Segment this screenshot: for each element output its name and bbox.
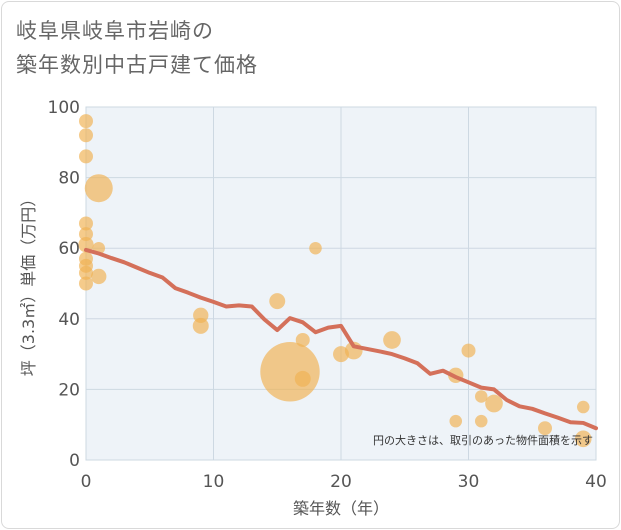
data-bubble — [461, 343, 476, 358]
y-tick-label: 100 — [48, 98, 80, 118]
y-axis-title: 坪（3.3㎡）単価（万円） — [19, 191, 38, 376]
data-bubble — [538, 421, 552, 436]
data-bubble — [576, 400, 590, 414]
data-bubble — [295, 332, 310, 347]
x-tick-label: 30 — [458, 472, 480, 492]
chart-title: 岐阜県岐阜市岩崎の 築年数別中古戸建て価格 — [16, 14, 258, 82]
y-tick-label: 0 — [69, 451, 80, 471]
x-tick-label: 40 — [585, 472, 607, 492]
y-tick-label: 20 — [58, 380, 80, 400]
data-bubble — [79, 276, 93, 291]
data-bubble — [78, 237, 94, 253]
data-bubble — [383, 331, 401, 349]
data-bubble — [79, 265, 93, 280]
data-bubble — [79, 216, 93, 231]
bubbles — [78, 114, 592, 448]
data-bubble — [269, 293, 286, 310]
grid-lines — [85, 106, 597, 461]
chart-title-line-2: 築年数別中古戸建て価格 — [16, 53, 258, 77]
x-tick-label: 0 — [81, 472, 92, 492]
axis-ticks: 0 10 20 30 40 0 20 40 60 80 100 — [48, 98, 607, 492]
bubble-size-note: 円の大きさは、取引のあった物件面積を示す — [373, 433, 593, 447]
data-bubble — [474, 390, 488, 403]
trend-line — [84, 247, 598, 431]
x-axis-title: 築年数（年） — [293, 499, 389, 518]
data-bubble — [309, 241, 322, 255]
data-bubble — [474, 414, 488, 428]
data-bubble — [574, 430, 592, 448]
x-tick-label: 10 — [203, 472, 225, 492]
chart-title-line-1: 岐阜県岐阜市岩崎の — [16, 19, 214, 43]
data-bubble — [485, 394, 503, 413]
data-bubble — [79, 227, 93, 242]
data-bubble — [79, 149, 93, 164]
data-bubble — [192, 317, 209, 334]
y-tick-label: 80 — [58, 169, 80, 189]
data-bubble — [79, 114, 93, 129]
data-bubble — [84, 174, 113, 203]
y-tick-label: 60 — [58, 239, 80, 259]
x-tick-label: 20 — [330, 472, 352, 492]
y-tick-label: 40 — [58, 310, 80, 330]
data-bubble — [260, 342, 320, 402]
data-bubble — [79, 128, 93, 143]
data-bubble — [294, 370, 311, 387]
data-bubble — [449, 414, 463, 428]
data-bubble — [91, 268, 107, 285]
